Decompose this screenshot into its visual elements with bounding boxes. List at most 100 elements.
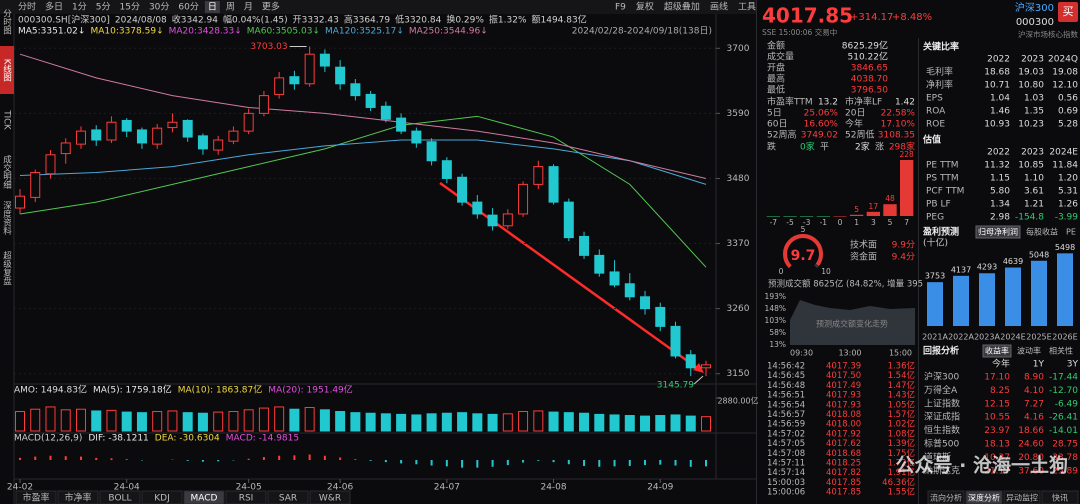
indicator-tab-bg[interactable]	[309, 490, 351, 504]
timeframe-tab[interactable]: 月	[244, 2, 253, 13]
timeframe-tab[interactable]: 1分	[72, 2, 87, 13]
returns-tab[interactable]: 波动率	[1017, 346, 1041, 356]
candle-body	[335, 66, 346, 85]
dist-bar	[900, 160, 914, 216]
x-tick-label: 24-06	[327, 483, 353, 493]
indicator-tab-bg[interactable]	[57, 490, 99, 504]
row-label: 万得全A	[924, 384, 958, 396]
candle-body	[487, 214, 498, 227]
indicator-tab[interactable]: KDJ	[154, 494, 170, 504]
timeframe-tab[interactable]: 日	[208, 2, 217, 13]
timeframe-tab[interactable]: 5分	[96, 2, 111, 13]
tool-button[interactable]: 画线	[710, 1, 728, 13]
row-value: -26.41	[1049, 413, 1078, 423]
x-tick-label: 24-04	[114, 483, 140, 493]
candle-body	[396, 117, 407, 132]
indicator-tab-bg[interactable]	[267, 490, 309, 504]
tick-volume: 46.36亿	[882, 477, 915, 488]
timeframe-tab[interactable]: 15分	[120, 2, 140, 13]
candle-body	[472, 201, 483, 215]
year-header: 2024Q	[1048, 55, 1078, 65]
dist-label: 48	[885, 194, 895, 203]
side-tab[interactable]: TICK	[2, 109, 12, 130]
panel-tab[interactable]: 深度分析	[968, 493, 1000, 503]
amo-legend: AMO: 1494.83亿	[14, 384, 87, 396]
amo-legend: MA(10): 1863.87亿	[178, 384, 263, 396]
tick-price: 4017.85	[826, 488, 861, 498]
tool-button[interactable]: F9	[615, 3, 626, 13]
indicator-tab-bg[interactable]	[183, 490, 225, 504]
panel-tab-bg[interactable]	[927, 490, 965, 504]
indicator-tab[interactable]: 市盈率	[22, 492, 49, 504]
tick-price: 4017.93	[826, 400, 861, 410]
row-label: 沪深300	[924, 371, 959, 383]
indicator-tab[interactable]: 市净率	[64, 492, 91, 504]
side-tab[interactable]: 超级复盘	[2, 250, 12, 285]
indicator-tab[interactable]: MACD	[191, 494, 218, 504]
earnings-tab[interactable]: 归母净利润	[978, 227, 1018, 237]
buy-label[interactable]: 买	[1063, 5, 1074, 18]
indicator-tab[interactable]: SAR	[279, 494, 297, 504]
dist-category: 0	[838, 218, 843, 227]
side-tab[interactable]: 成交明细	[2, 154, 12, 190]
indicator-tab[interactable]: W&R	[319, 494, 341, 504]
dist-bar	[800, 216, 814, 217]
timeframe-tab[interactable]: 30分	[149, 2, 169, 13]
row-value: 1.03	[1024, 94, 1044, 104]
tick-volume: 1.47亿	[888, 380, 915, 391]
earnings-label: 5498	[1055, 243, 1075, 252]
returns-tab[interactable]: 相关性	[1049, 346, 1073, 356]
panel-tab-bg[interactable]	[1041, 490, 1079, 504]
panel-tab[interactable]: 快讯	[1052, 493, 1068, 503]
candle-body	[701, 364, 711, 369]
panel-tab[interactable]: 异动监控	[1006, 493, 1038, 503]
side-tab[interactable]: 分时图	[2, 9, 12, 35]
y-tick-label: 3150	[727, 369, 750, 379]
volume-bar	[640, 415, 651, 432]
active-side-tab	[0, 46, 14, 94]
quote-label: 52周低	[845, 129, 874, 141]
buy-button[interactable]	[1058, 2, 1078, 22]
candle-body	[152, 127, 163, 145]
panel-tab-bg[interactable]	[965, 490, 1003, 504]
volume-bar	[289, 408, 300, 432]
row-value: 8.90	[1024, 373, 1044, 383]
side-tab[interactable]: 深度资料	[2, 201, 12, 236]
indicator-tab-bg[interactable]	[15, 490, 57, 504]
row-label: 恒生指数	[924, 424, 960, 436]
indicator-tab-bg[interactable]	[225, 490, 267, 504]
timeframe-tab[interactable]: 更多	[262, 1, 280, 13]
timeframe-tab[interactable]: 分时	[18, 1, 36, 13]
side-tab[interactable]: K线图	[2, 59, 12, 83]
indicator-tab-bg[interactable]	[99, 490, 141, 504]
candle-body	[350, 83, 361, 97]
indicator-tab[interactable]: RSI	[239, 494, 254, 504]
tool-button[interactable]: 超级叠加	[664, 1, 700, 13]
dist-category: -5	[786, 218, 794, 227]
row-value: 1.26	[1058, 200, 1078, 210]
volume-bar	[548, 411, 559, 432]
candle-body	[548, 166, 559, 203]
quote-value: 3108.35	[878, 131, 915, 141]
timeframe-tab[interactable]: 周	[226, 2, 235, 13]
row-value: 12.10	[1052, 81, 1078, 91]
year-header: 2022	[987, 55, 1010, 65]
volume-bar	[426, 413, 437, 432]
returns-header: 1Y	[1033, 360, 1045, 370]
tool-button[interactable]: 复权	[636, 1, 654, 13]
indicator-tab[interactable]: BOLL	[108, 494, 131, 504]
panel-tab[interactable]: 流向分析	[930, 493, 962, 503]
candle-body	[365, 93, 376, 108]
earnings-tab[interactable]: PE	[1066, 228, 1076, 237]
indicator-tab-bg[interactable]	[141, 490, 183, 504]
tool-button[interactable]: 工具	[738, 2, 756, 13]
volume-bar	[304, 407, 315, 432]
dist-bar	[850, 214, 864, 216]
returns-tab[interactable]: 收益率	[985, 346, 1009, 356]
earnings-label: 4293	[977, 263, 997, 272]
panel-tab-bg[interactable]	[1003, 490, 1041, 504]
timeframe-tab[interactable]: 多日	[45, 1, 63, 13]
timeframe-tab[interactable]: 60分	[178, 2, 198, 13]
earnings-tab[interactable]: 每股收益	[1026, 227, 1058, 237]
volume-bar	[45, 406, 56, 432]
